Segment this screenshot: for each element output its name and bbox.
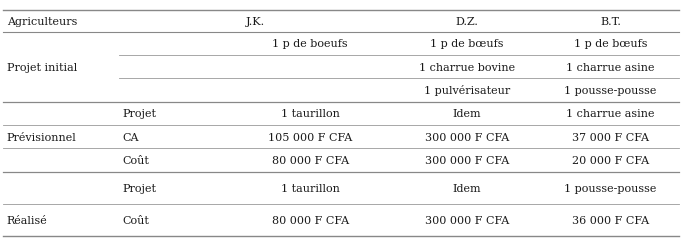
Text: Projet initial: Projet initial: [7, 62, 77, 72]
Text: 37 000 F CFA: 37 000 F CFA: [572, 132, 649, 142]
Text: Réalisé: Réalisé: [7, 215, 48, 225]
Text: 1 taurillon: 1 taurillon: [281, 183, 340, 193]
Text: 105 000 F CFA: 105 000 F CFA: [268, 132, 353, 142]
Text: 80 000 F CFA: 80 000 F CFA: [271, 215, 349, 225]
Text: 20 000 F CFA: 20 000 F CFA: [572, 156, 649, 165]
Text: 80 000 F CFA: 80 000 F CFA: [271, 156, 349, 165]
Text: 300 000 F CFA: 300 000 F CFA: [425, 156, 509, 165]
Text: Idem: Idem: [453, 183, 481, 193]
Text: Projet: Projet: [123, 183, 157, 193]
Text: 1 charrue bovine: 1 charrue bovine: [419, 62, 515, 72]
Text: 1 taurillon: 1 taurillon: [281, 109, 340, 119]
Text: Projet: Projet: [123, 109, 157, 119]
Text: J.K.: J.K.: [246, 17, 265, 27]
Text: B.T.: B.T.: [600, 17, 621, 27]
Text: 1 p de boeufs: 1 p de boeufs: [273, 39, 348, 49]
Text: 1 pulvérisateur: 1 pulvérisateur: [424, 85, 510, 96]
Text: Coût: Coût: [123, 215, 149, 225]
Text: 300 000 F CFA: 300 000 F CFA: [425, 132, 509, 142]
Text: 1 p de bœufs: 1 p de bœufs: [430, 39, 504, 49]
Text: 1 charrue asine: 1 charrue asine: [566, 62, 655, 72]
Text: 36 000 F CFA: 36 000 F CFA: [572, 215, 649, 225]
Text: CA: CA: [123, 132, 139, 142]
Text: D.Z.: D.Z.: [456, 17, 479, 27]
Text: Coût: Coût: [123, 156, 149, 165]
Text: Agriculteurs: Agriculteurs: [7, 17, 77, 27]
Text: Idem: Idem: [453, 109, 481, 119]
Text: 1 pousse-pousse: 1 pousse-pousse: [564, 183, 657, 193]
Text: 300 000 F CFA: 300 000 F CFA: [425, 215, 509, 225]
Text: 1 p de bœufs: 1 p de bœufs: [574, 39, 647, 49]
Text: Prévisionnel: Prévisionnel: [7, 132, 76, 142]
Text: 1 pousse-pousse: 1 pousse-pousse: [564, 86, 657, 96]
Text: 1 charrue asine: 1 charrue asine: [566, 109, 655, 119]
